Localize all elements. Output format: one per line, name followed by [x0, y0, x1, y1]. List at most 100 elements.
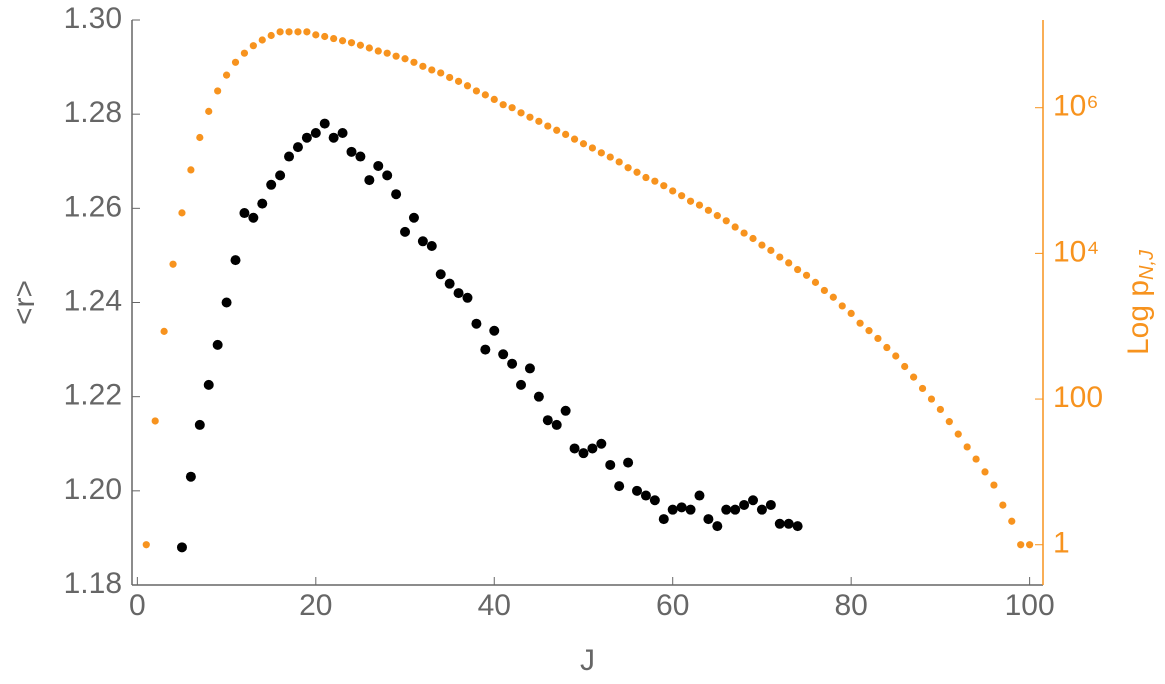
data-point [756, 504, 767, 515]
data-point [579, 140, 588, 148]
data-point [266, 179, 277, 190]
data-point [328, 132, 339, 143]
y-tick-label: 1.24 [64, 284, 122, 317]
data-point [927, 395, 936, 403]
data-point [284, 151, 295, 162]
data-point [785, 259, 793, 267]
data-point [553, 126, 561, 134]
data-point [783, 518, 794, 529]
data-point [587, 443, 598, 454]
data-point [640, 490, 651, 501]
data-point [310, 128, 321, 138]
data-point [1017, 541, 1025, 549]
data-point [588, 144, 597, 152]
data-point [954, 430, 962, 438]
data-point [258, 36, 266, 44]
data-point [276, 28, 284, 36]
data-point [185, 471, 196, 482]
data-point [382, 170, 393, 181]
data-point [615, 158, 623, 166]
y2-axis-label-main: Log p [1122, 280, 1155, 355]
data-point [578, 448, 589, 459]
data-point [856, 319, 864, 327]
data-point [883, 343, 891, 352]
data-point [676, 502, 687, 513]
data-point [373, 160, 384, 171]
data-point [321, 32, 329, 41]
x-tick-label: 100 [1005, 589, 1055, 622]
data-point [739, 499, 750, 510]
data-point [230, 255, 241, 266]
data-point [981, 468, 989, 476]
data-point [472, 87, 481, 95]
data-point [597, 149, 605, 157]
data-point [490, 95, 498, 104]
data-point [364, 175, 375, 186]
data-point [1026, 541, 1034, 549]
y2-axis-label: Log pN,J [1122, 249, 1158, 355]
data-point [471, 318, 482, 329]
data-point [401, 55, 409, 63]
data-point [542, 415, 553, 426]
data-point [721, 504, 732, 515]
data-point [294, 28, 302, 36]
data-point [820, 286, 828, 295]
data-point [765, 499, 776, 510]
data-point [303, 28, 311, 36]
data-point [767, 246, 775, 254]
data-point [517, 109, 525, 117]
data-point [426, 241, 437, 251]
data-point [249, 42, 257, 50]
data-point [694, 490, 705, 501]
data-point [524, 363, 535, 374]
data-point [605, 459, 616, 470]
data-point [526, 113, 534, 121]
data-point [212, 339, 223, 350]
y2-tick-label: 10⁴ [1053, 235, 1099, 268]
data-point [292, 142, 303, 153]
data-point [748, 495, 759, 506]
x-tick-label: 20 [299, 589, 332, 622]
data-point [533, 391, 544, 402]
data-point [437, 69, 445, 77]
data-point [990, 481, 998, 489]
data-point [347, 39, 356, 47]
x-axis-label: J [580, 644, 595, 677]
data-point [792, 521, 803, 532]
data-point [802, 271, 811, 279]
data-point [444, 278, 455, 289]
data-point [275, 170, 286, 181]
data-point [231, 58, 240, 66]
data-point [829, 293, 837, 301]
data-point [142, 541, 150, 549]
data-point [758, 241, 766, 249]
data-point [847, 309, 855, 317]
y-tick-label: 1.30 [64, 2, 122, 35]
data-point [730, 504, 741, 515]
y-tick-label: 1.26 [64, 190, 122, 223]
y2-tick-label: 1 [1053, 527, 1070, 560]
data-point [338, 37, 347, 45]
data-point [963, 443, 971, 451]
data-point [685, 504, 696, 515]
data-point [651, 177, 659, 185]
data-point [658, 514, 669, 525]
data-point [632, 485, 643, 496]
x-tick-label: 80 [834, 589, 867, 622]
data-point [1008, 517, 1016, 525]
data-point [794, 265, 802, 274]
data-point [383, 49, 391, 57]
data-point [205, 107, 213, 115]
data-point [248, 212, 259, 223]
data-point [901, 362, 909, 371]
data-point [365, 44, 373, 52]
data-point [330, 34, 338, 43]
data-point [560, 405, 571, 416]
data-point [285, 28, 293, 36]
data-point [703, 514, 714, 525]
data-point [544, 122, 552, 130]
data-point [498, 349, 509, 360]
data-point [712, 521, 723, 532]
data-point [811, 278, 820, 286]
